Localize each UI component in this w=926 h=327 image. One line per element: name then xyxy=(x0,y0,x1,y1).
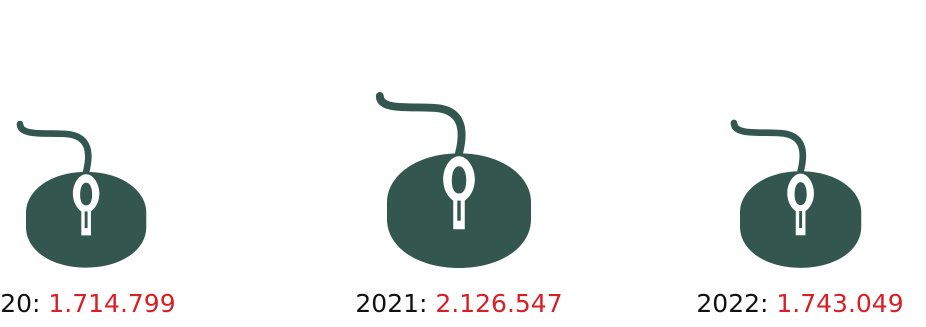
computer-mouse-icon xyxy=(375,92,531,268)
year-label-2020: 2020 xyxy=(0,289,33,318)
value-label-2021: 2.126.547 xyxy=(435,289,563,318)
label-separator-2020: : xyxy=(32,289,49,318)
label-2020: 2020: 1.714.799 xyxy=(0,287,176,321)
label-2022: 2022: 1.743.049 xyxy=(696,287,903,321)
year-label-2022: 2022 xyxy=(696,289,761,318)
label-2021: 2021: 2.126.547 xyxy=(355,287,562,321)
label-separator-2021: : xyxy=(419,289,436,318)
value-label-2022: 1.743.049 xyxy=(776,289,904,318)
mouse-icon-2022 xyxy=(730,119,862,268)
year-label-2021: 2021 xyxy=(355,289,420,318)
mouse-icon-2021 xyxy=(375,92,531,268)
computer-mouse-icon xyxy=(16,121,147,268)
value-label-2020: 1.714.799 xyxy=(48,289,176,318)
mouse-icon-2020 xyxy=(16,121,147,268)
computer-mouse-icon xyxy=(730,119,862,268)
label-separator-2022: : xyxy=(760,289,777,318)
